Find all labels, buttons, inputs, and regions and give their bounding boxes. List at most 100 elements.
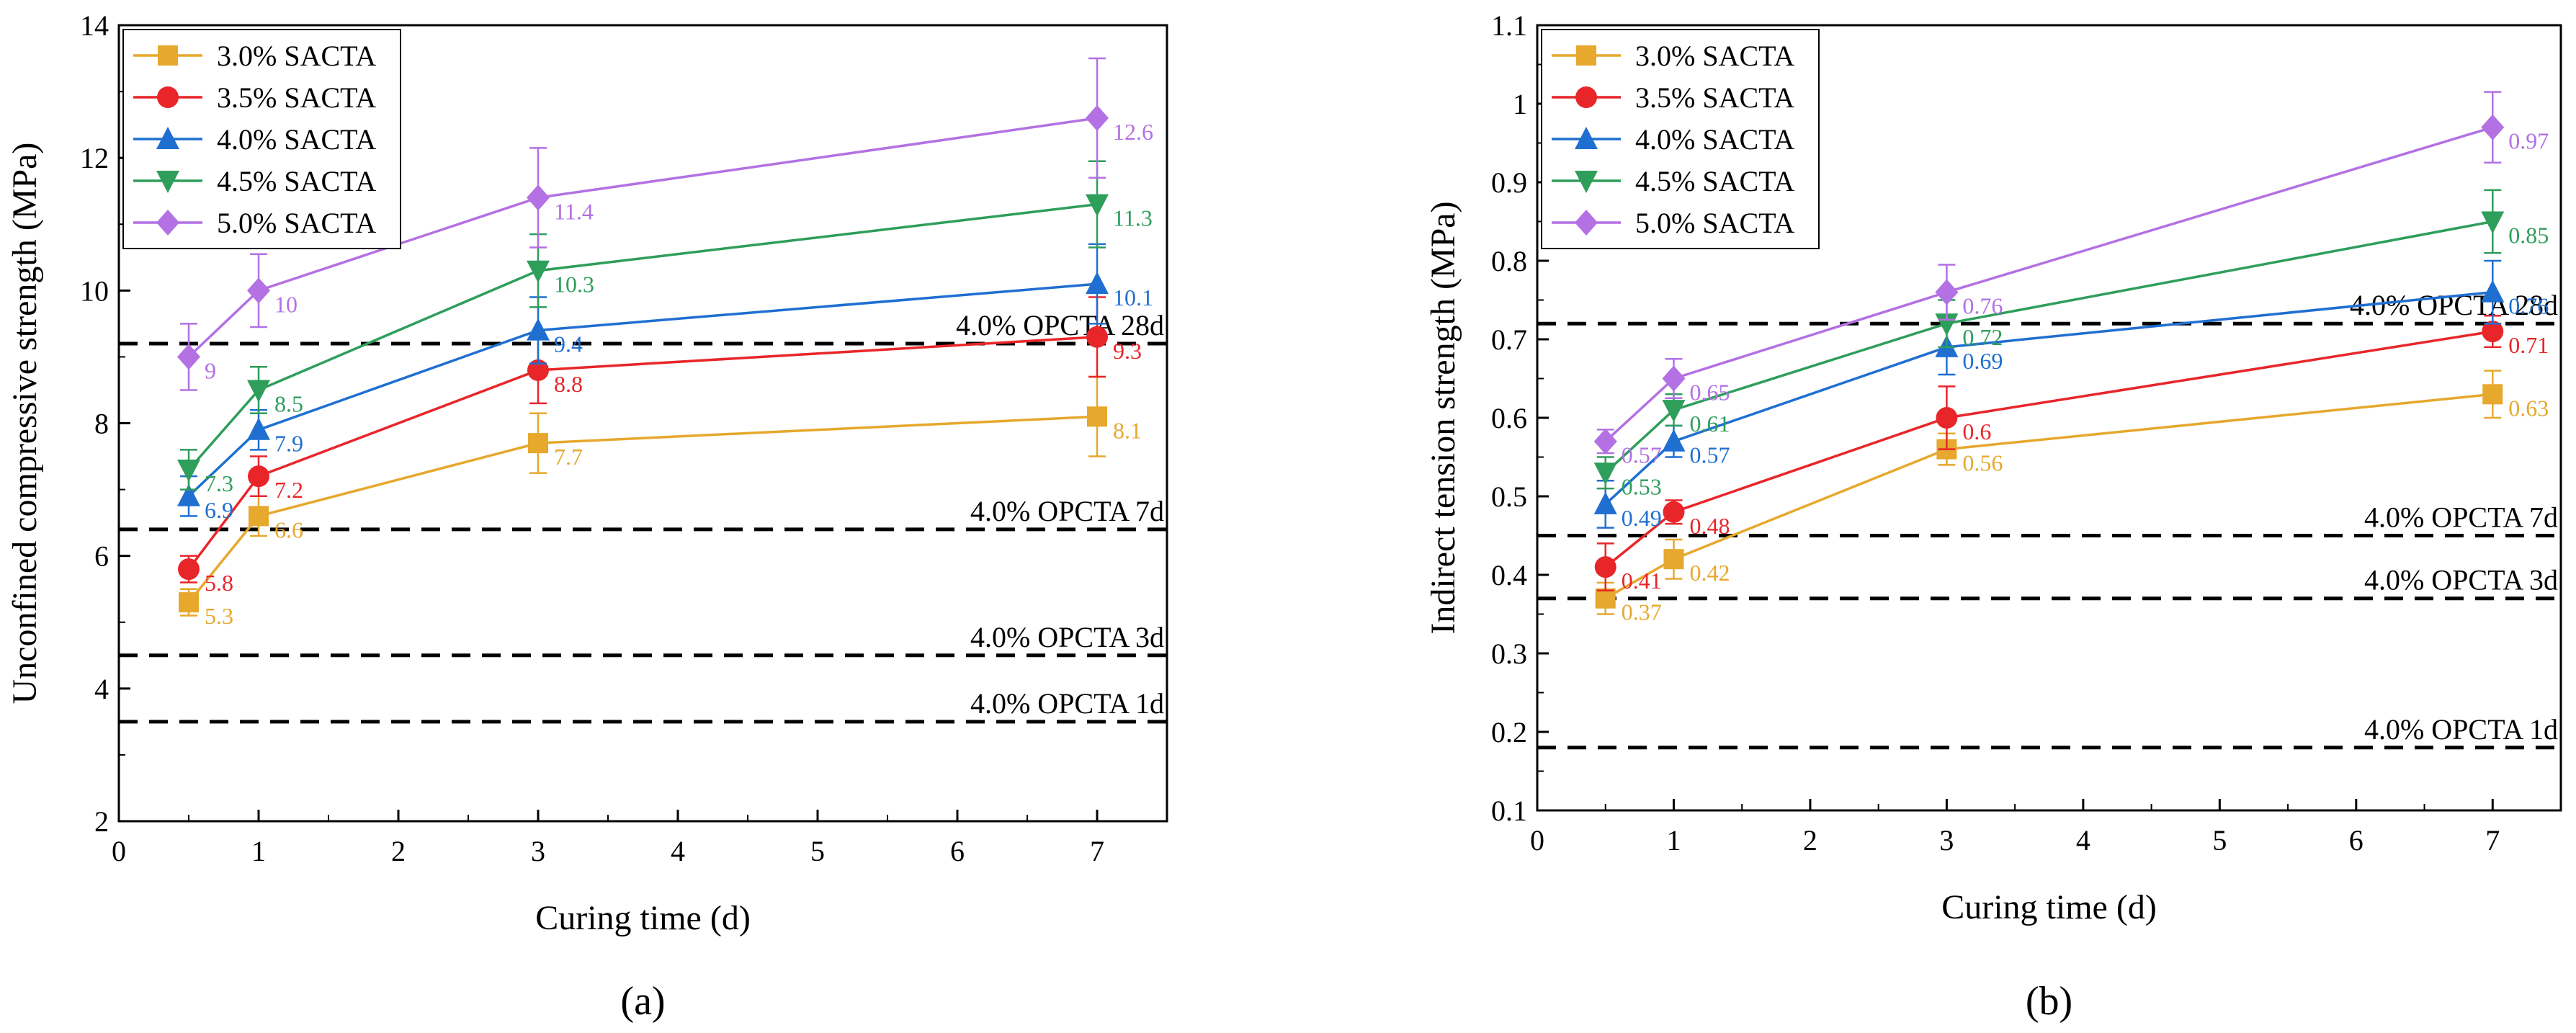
data-point (1593, 491, 1617, 514)
reference-line-label: 4.0% OPCTA 7d (2364, 501, 2558, 534)
series-line (1604, 393, 2493, 600)
legend-marker (158, 45, 178, 66)
y-tick-label: 6 (94, 540, 109, 573)
y-tick-label: 0.7 (1491, 323, 1527, 356)
data-label: 6.9 (205, 497, 233, 523)
data-label: 0.57 (1689, 442, 1730, 468)
data-point (177, 344, 200, 370)
data-label: 7.7 (554, 444, 583, 470)
data-label: 8.1 (1113, 417, 1142, 443)
x-tick-label: 1 (251, 835, 266, 867)
data-point (179, 592, 199, 613)
data-label: 0.71 (2508, 332, 2549, 358)
data-point (178, 558, 200, 581)
data-point (1662, 429, 1686, 452)
y-axis-title: Indirect tension strength (MPa) (1424, 201, 1462, 634)
series-1: 5.8 7.2 8.8 9.3 (178, 296, 1142, 596)
data-point (1087, 406, 1107, 427)
series-3: 0.53 0.61 0.72 0.85 (1593, 189, 2549, 499)
data-label: 10 (274, 291, 298, 317)
y-tick-label: 2 (94, 805, 109, 838)
x-tick-label: 3 (531, 835, 545, 867)
reference-line-label: 4.0% OPCTA 28d (2350, 289, 2558, 321)
data-point (527, 318, 550, 341)
legend-marker (156, 127, 179, 149)
data-point (1662, 365, 1686, 392)
legend-entry: 4.0% SACTA (217, 123, 376, 156)
series-2: 6.9 7.9 9.4 10.1 (177, 243, 1153, 523)
data-label: 0.42 (1689, 560, 1730, 586)
data-point (2481, 280, 2505, 303)
legend-entry: 4.5% SACTA (217, 165, 376, 197)
legend-marker (1575, 127, 1598, 149)
series-line (187, 282, 1098, 498)
data-point (248, 465, 269, 488)
y-tick-label: 0.8 (1491, 245, 1527, 277)
data-point (247, 380, 270, 403)
data-point (1663, 549, 1684, 570)
legend-entry: 3.0% SACTA (217, 40, 376, 72)
x-tick-label: 5 (810, 835, 825, 867)
data-label: 11.4 (554, 198, 594, 224)
data-label: 7.3 (205, 470, 233, 496)
x-tick-label: 7 (2485, 824, 2500, 857)
series-4: 0.57 0.65 0.76 0.97 (1593, 91, 2549, 468)
data-label: 0.56 (1962, 450, 2003, 476)
data-label: 0.76 (1962, 293, 2003, 319)
panel-label: (b) (2026, 979, 2072, 1024)
data-point (527, 359, 549, 381)
x-axis-title: Curing time (d) (1941, 888, 2157, 926)
data-point (1086, 104, 1109, 131)
series-line (187, 415, 1098, 604)
x-tick-label: 0 (112, 835, 126, 867)
y-tick-label: 14 (80, 9, 109, 42)
legend-entry: 3.5% SACTA (1635, 81, 1794, 114)
data-label: 9.3 (1113, 338, 1142, 364)
data-label: 7.2 (274, 477, 303, 503)
data-label: 8.5 (274, 390, 303, 416)
x-axis-title: Curing time (d) (535, 899, 751, 937)
reference-line-label: 4.0% OPCTA 3d (2364, 564, 2558, 596)
y-tick-label: 12 (80, 142, 109, 174)
x-tick-label: 2 (1803, 824, 1817, 857)
data-label: 0.76 (2508, 293, 2549, 319)
series-0: 0.37 0.42 0.56 0.63 (1595, 370, 2549, 625)
series-line (187, 202, 1098, 471)
data-label: 0.41 (1622, 568, 1662, 594)
data-point (177, 459, 200, 482)
data-point (528, 433, 548, 454)
legend-marker (1575, 210, 1598, 236)
data-label: 12.6 (1113, 119, 1153, 145)
x-tick-label: 3 (1939, 824, 1954, 857)
data-point (177, 483, 200, 506)
data-label: 7.9 (274, 431, 303, 457)
legend: 3.0% SACTA 3.5% SACTA 4.0% SACTA 4.5% SACTA… (122, 29, 401, 249)
y-tick-label: 1.1 (1491, 9, 1527, 42)
y-tick-label: 0.3 (1491, 638, 1527, 670)
data-point (1663, 501, 1685, 523)
reference-line-label: 4.0% OPCTA 1d (970, 687, 1164, 720)
data-label: 5.8 (205, 570, 233, 596)
chart-b: 0 1 2 3 4 5 6 7 0.1 0.2 0.3 0.4 0.5 0.6 0.7 0.8 0.9 1 1.1 C… (1424, 9, 2562, 1024)
data-point (527, 184, 550, 211)
y-tick-label: 8 (94, 408, 109, 440)
series-3: 7.3 8.5 10.3 11.3 (177, 160, 1153, 496)
data-point (249, 506, 269, 527)
data-label: 0.61 (1689, 411, 1730, 437)
data-label: 0.65 (1689, 380, 1730, 406)
y-tick-label: 0.4 (1491, 559, 1527, 591)
y-tick-label: 0.5 (1491, 480, 1527, 513)
y-tick-label: 0.9 (1491, 166, 1527, 199)
legend-marker (156, 210, 179, 236)
x-tick-label: 0 (1530, 824, 1544, 857)
y-tick-label: 0.6 (1491, 402, 1527, 434)
data-label: 0.85 (2508, 223, 2549, 249)
series-line (1604, 126, 2493, 442)
legend-entry: 5.0% SACTA (217, 207, 376, 239)
series-0: 5.3 6.6 7.7 8.1 (179, 375, 1142, 629)
data-point (2482, 384, 2503, 405)
x-tick-label: 4 (2076, 824, 2090, 857)
y-axis-title: Unconfined compressive strength (MPa) (6, 143, 44, 705)
data-point (1935, 279, 1959, 305)
